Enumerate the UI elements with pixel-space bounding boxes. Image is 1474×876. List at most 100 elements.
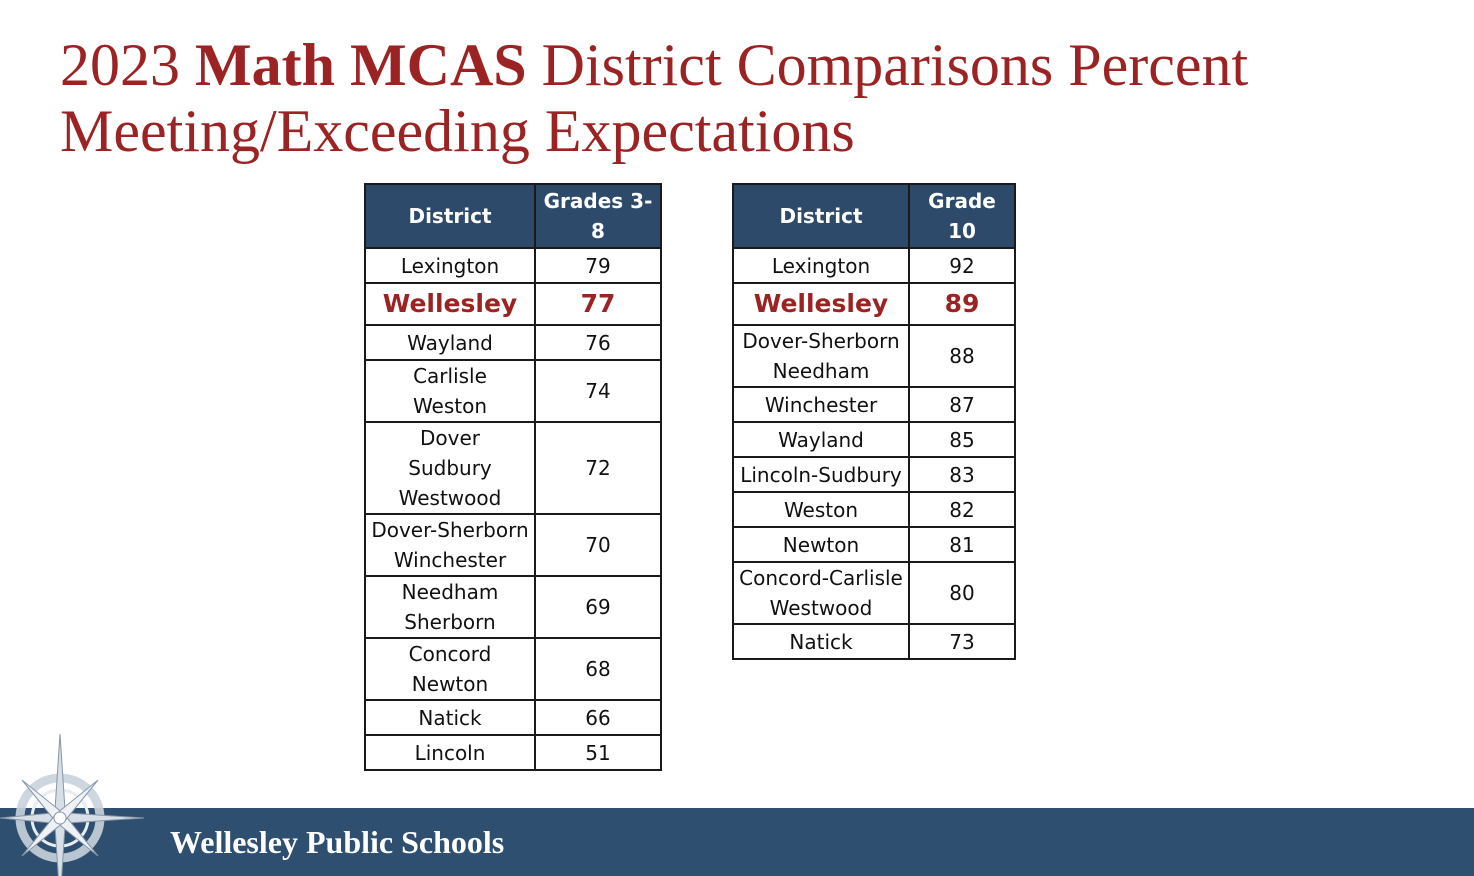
table-row: Weston 82 — [732, 491, 1016, 528]
district-name: Lexington — [771, 253, 871, 278]
percent-cell: 81 — [908, 526, 1016, 563]
district-name: Westwood — [398, 486, 502, 510]
district-cell: Lexington — [364, 247, 536, 284]
percent-cell: 85 — [908, 421, 1016, 458]
district-cell: Wellesley — [732, 282, 910, 326]
district-cell: Lincoln — [364, 734, 536, 771]
table-row: Wellesley 77 — [364, 282, 662, 326]
table-row: Dover-Sherborn Needham 88 — [732, 324, 1016, 388]
district-cell: Dover-Sherborn Needham — [732, 324, 910, 388]
table-row: Lincoln-Sudbury 83 — [732, 456, 1016, 493]
table-row: Natick 73 — [732, 623, 1016, 660]
table-row: Natick 66 — [364, 699, 662, 736]
district-cell: Dover-Sherborn Winchester — [364, 513, 536, 577]
district-cell: Wayland — [732, 421, 910, 458]
percent-cell: 88 — [908, 324, 1016, 388]
table-row: Wayland 76 — [364, 324, 662, 361]
percent-cell: 89 — [908, 282, 1016, 326]
footer-bar: Wellesley Public Schools — [0, 808, 1474, 876]
district-name: Concord-Carlisle — [739, 566, 903, 590]
district-cell: Wellesley — [364, 282, 536, 326]
district-cell: Lexington — [732, 247, 910, 284]
district-name: Needham — [401, 580, 499, 604]
percent-cell: 82 — [908, 491, 1016, 528]
percent-cell: 87 — [908, 386, 1016, 423]
percent-cell: 68 — [534, 637, 662, 701]
district-cell: Natick — [732, 623, 910, 660]
district-name: Carlisle — [413, 364, 487, 388]
table-header-row: District Grades 3-8 — [364, 183, 662, 249]
table-row: Lexington 79 — [364, 247, 662, 284]
title-part2: District Comparisons Percent Meeting/Exc… — [60, 32, 1249, 164]
district-name: Concord — [408, 642, 492, 666]
table-row: Lexington 92 — [732, 247, 1016, 284]
percent-cell: 66 — [534, 699, 662, 736]
footer-org-name: Wellesley Public Schools — [170, 824, 505, 860]
district-name: Newton — [411, 672, 489, 696]
district-cell: Weston — [732, 491, 910, 528]
percent-cell: 83 — [908, 456, 1016, 493]
district-name: Winchester — [393, 548, 507, 572]
district-cell: Winchester — [732, 386, 910, 423]
percent-cell: 80 — [908, 561, 1016, 625]
percent-cell: 77 — [534, 282, 662, 326]
district-cell: Dover Sudbury Westwood — [364, 421, 536, 515]
table-row: Needham Sherborn 69 — [364, 575, 662, 639]
district-name: Wellesley — [753, 289, 889, 318]
district-name: Natick — [789, 629, 853, 654]
district-name: Sudbury — [408, 456, 492, 480]
header-grade: Grade 10 — [908, 183, 1016, 249]
district-name: Lexington — [400, 253, 500, 278]
district-name: Westwood — [769, 596, 873, 620]
district-name: Wayland — [407, 330, 493, 355]
district-cell: Natick — [364, 699, 536, 736]
district-name: Weston — [783, 497, 859, 522]
table-header-row: District Grade 10 — [732, 183, 1016, 249]
title-bold: Math MCAS — [195, 32, 527, 98]
district-name: Lincoln — [414, 740, 486, 765]
district-name: Dover-Sherborn — [371, 518, 529, 542]
district-name: Wellesley — [382, 289, 518, 318]
percent-cell: 69 — [534, 575, 662, 639]
table-row: Newton 81 — [732, 526, 1016, 563]
table-row: Concord-Carlisle Westwood 80 — [732, 561, 1016, 625]
district-cell: Wayland — [364, 324, 536, 361]
percent-cell: 72 — [534, 421, 662, 515]
district-name: Newton — [782, 532, 860, 557]
compass-rose-icon — [0, 734, 144, 876]
district-name: Needham — [772, 359, 870, 383]
district-name: Weston — [412, 394, 488, 418]
table-row: Wellesley 89 — [732, 282, 1016, 326]
percent-cell: 76 — [534, 324, 662, 361]
district-cell: Carlisle Weston — [364, 359, 536, 423]
table-row: Wayland 85 — [732, 421, 1016, 458]
slide-title: 2023 Math MCAS District Comparisons Perc… — [60, 32, 1460, 164]
grades-3-8-table: District Grades 3-8 Lexington 79 Wellesley… — [364, 183, 662, 771]
percent-cell: 79 — [534, 247, 662, 284]
table-row: Winchester 87 — [732, 386, 1016, 423]
table-row: Lincoln 51 — [364, 734, 662, 771]
district-cell: Concord Newton — [364, 637, 536, 701]
district-cell: Concord-Carlisle Westwood — [732, 561, 910, 625]
district-cell: Newton — [732, 526, 910, 563]
district-name: Sherborn — [404, 610, 496, 634]
percent-cell: 73 — [908, 623, 1016, 660]
district-name: Natick — [418, 705, 482, 730]
district-name: Wayland — [778, 427, 864, 452]
district-name: Winchester — [764, 392, 878, 417]
table-row: Concord Newton 68 — [364, 637, 662, 701]
header-district: District — [364, 183, 536, 249]
header-district: District — [732, 183, 910, 249]
district-name: Dover — [420, 426, 480, 450]
header-grades: Grades 3-8 — [534, 183, 662, 249]
grade-10-table: District Grade 10 Lexington 92 Wellesley 89… — [732, 183, 1016, 660]
table-row: Carlisle Weston 74 — [364, 359, 662, 423]
title-part1: 2023 — [60, 32, 195, 98]
district-cell: Needham Sherborn — [364, 575, 536, 639]
district-cell: Lincoln-Sudbury — [732, 456, 910, 493]
district-name: Dover-Sherborn — [742, 329, 900, 353]
percent-cell: 51 — [534, 734, 662, 771]
percent-cell: 74 — [534, 359, 662, 423]
table-row: Dover Sudbury Westwood 72 — [364, 421, 662, 515]
percent-cell: 92 — [908, 247, 1016, 284]
